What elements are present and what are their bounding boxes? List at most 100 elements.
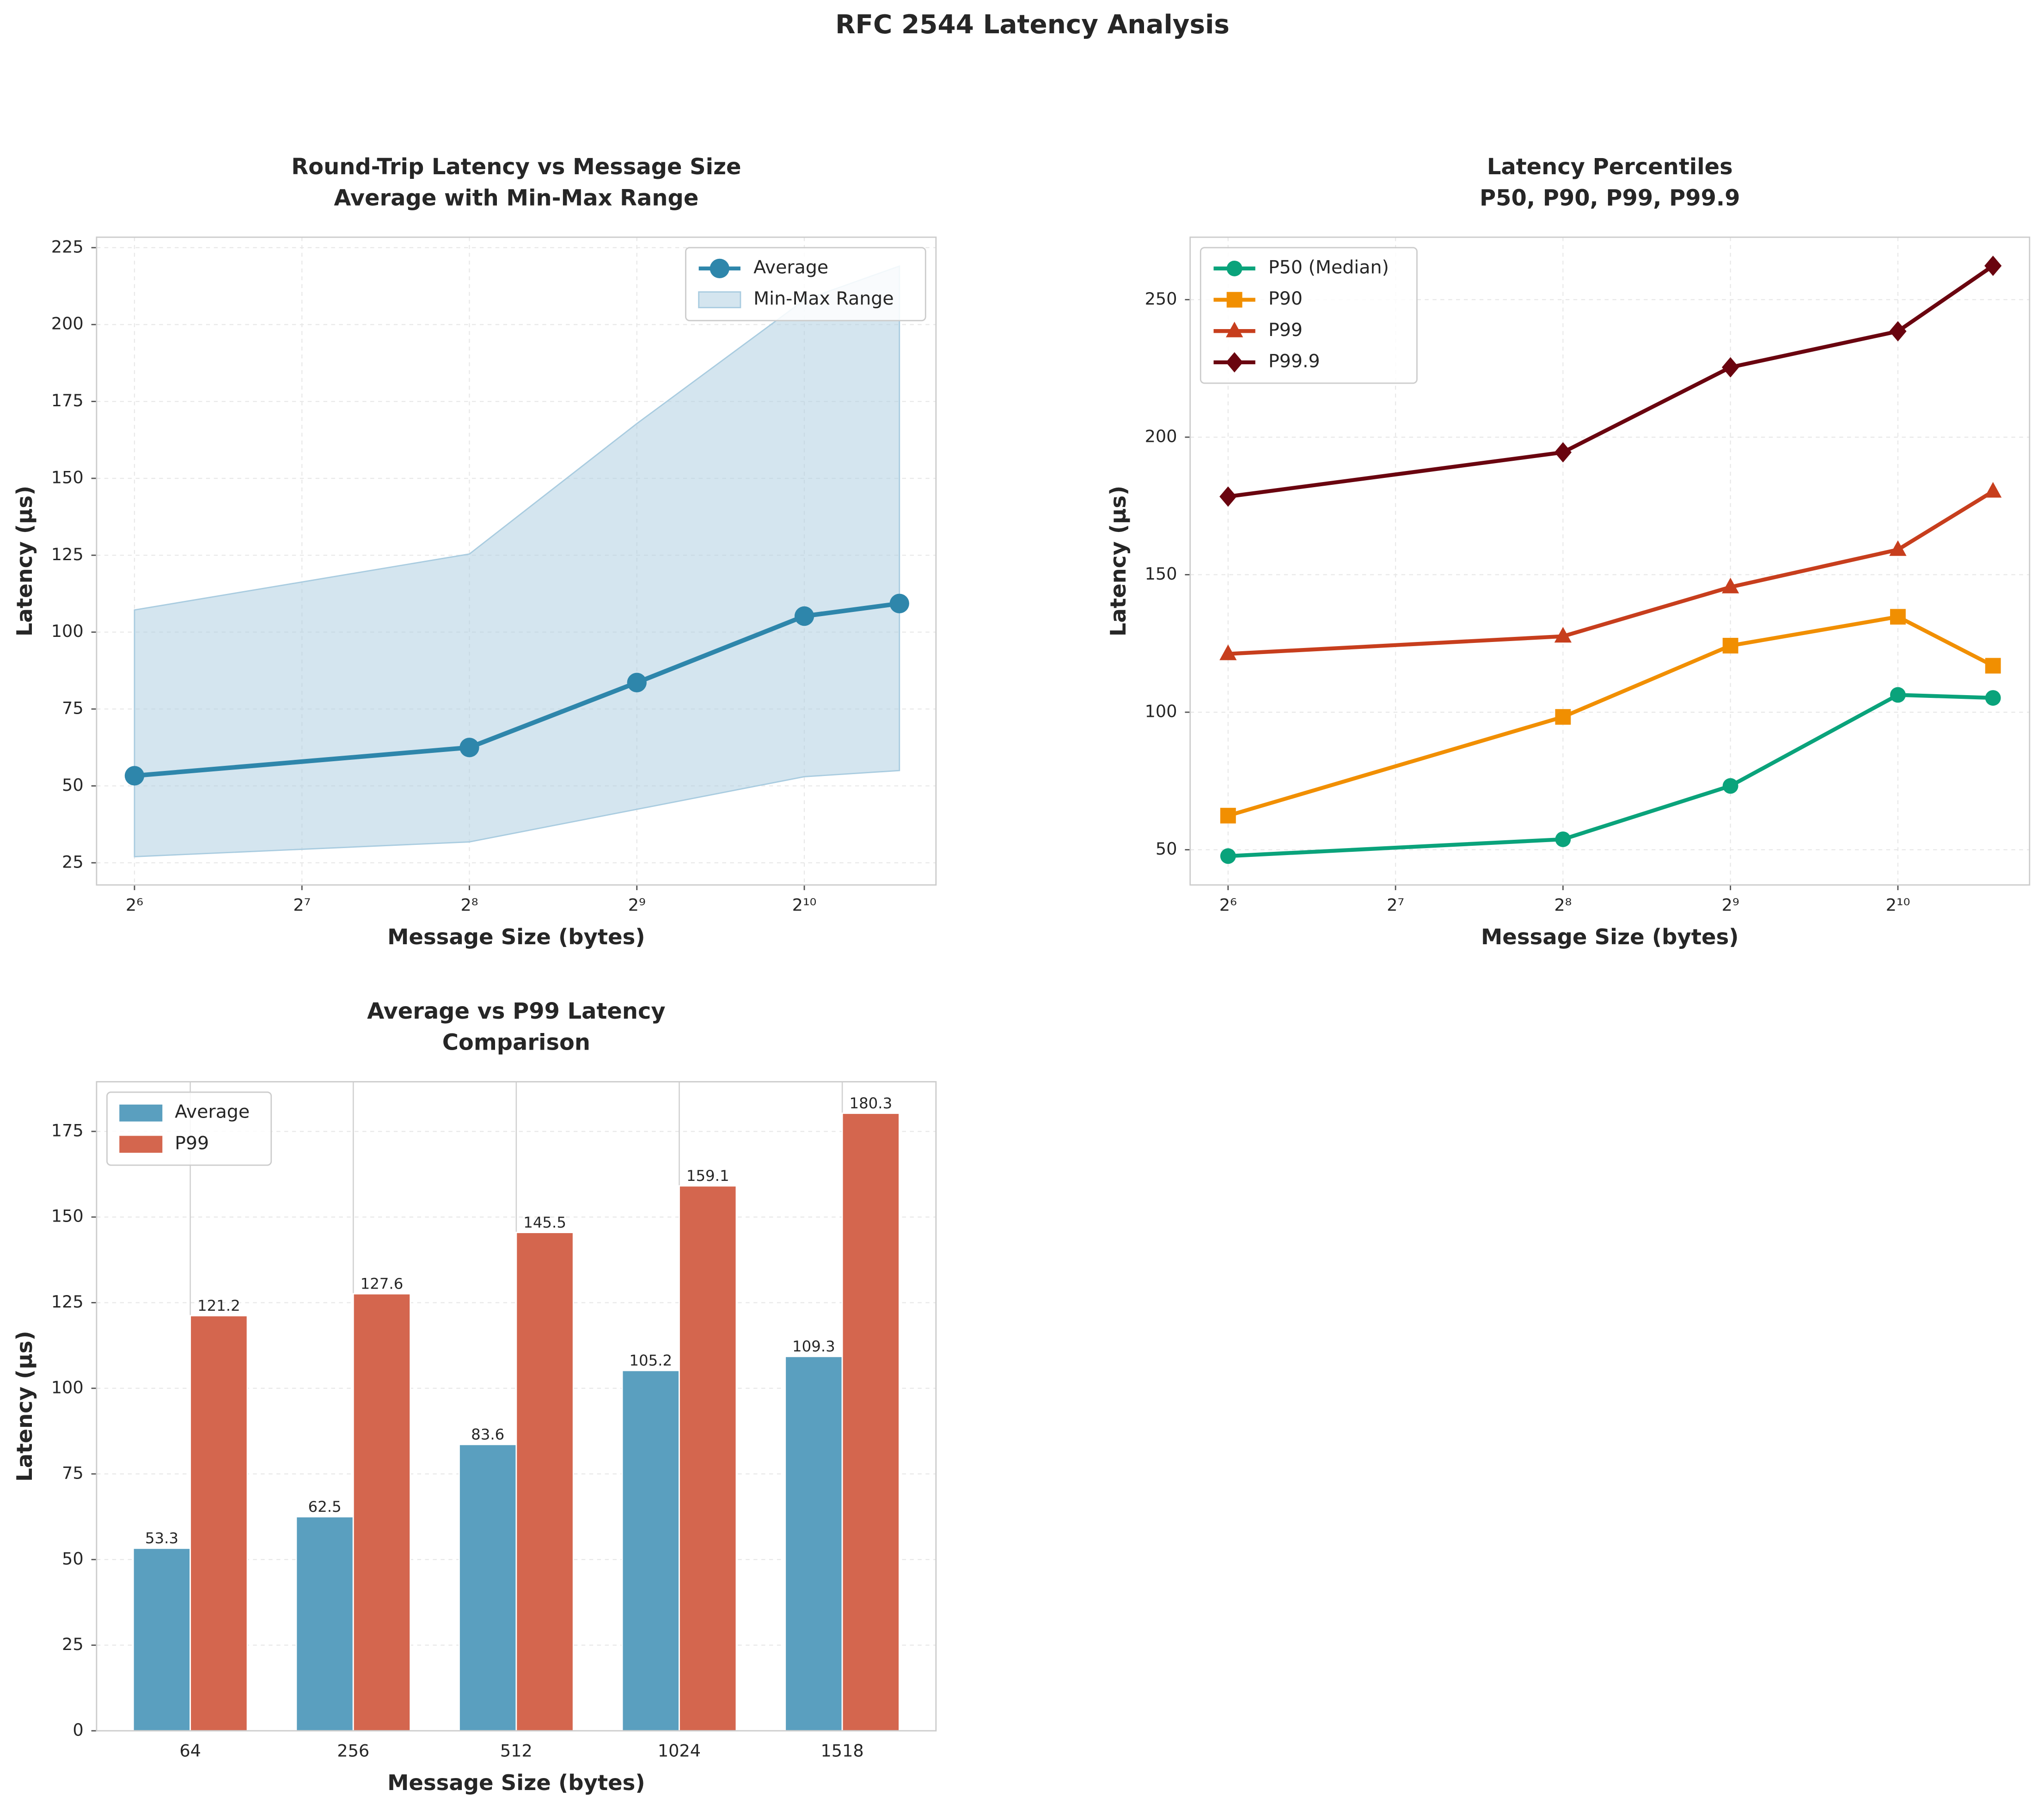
marker	[1220, 807, 1236, 824]
marker	[1226, 260, 1242, 276]
marker	[459, 738, 479, 758]
y-tick-label: 250	[1145, 289, 1177, 309]
y-tick-label: 200	[1145, 426, 1177, 446]
y-tick-label: 200	[51, 314, 84, 334]
marker	[1554, 442, 1572, 463]
x-axis-label: Message Size (bytes)	[387, 924, 645, 949]
bar	[621, 1369, 680, 1732]
x-tick-label: 2⁹	[628, 895, 646, 915]
marker	[1722, 357, 1739, 378]
y-tick-label: 25	[62, 1634, 84, 1654]
y-tick-label: 150	[51, 1206, 84, 1226]
x-tick-label: 2⁹	[1722, 895, 1739, 915]
legend-label: P99.9	[1268, 350, 1320, 372]
y-axis-label: Latency (µs)	[1106, 486, 1131, 636]
marker	[1722, 638, 1738, 654]
legend-label: Average	[175, 1101, 250, 1123]
marker	[794, 606, 814, 626]
marker	[1555, 709, 1571, 725]
x-tick-label: 2¹⁰	[1886, 895, 1910, 915]
x-tick-label: 256	[337, 1741, 369, 1760]
marker	[1555, 831, 1571, 847]
y-tick-label: 150	[51, 467, 84, 487]
y-axis-label: Latency (µs)	[12, 486, 37, 636]
legend-label: P99	[175, 1132, 209, 1154]
x-axis-label: Message Size (bytes)	[1481, 924, 1739, 949]
x-tick-label: 2⁸	[460, 895, 478, 915]
legend-label: P90	[1268, 288, 1303, 309]
y-axis-label: Latency (µs)	[12, 1331, 37, 1481]
marker	[1985, 658, 2001, 674]
x-axis-label: Message Size (bytes)	[387, 1770, 645, 1795]
x-tick-label: 512	[500, 1741, 532, 1760]
legend-swatch	[119, 1104, 163, 1122]
marker	[1722, 577, 1739, 593]
chart-title: Average with Min-Max Range	[334, 185, 698, 211]
legend-label: Min-Max Range	[753, 288, 894, 309]
x-tick-label: 1518	[821, 1741, 864, 1760]
y-tick-label: 50	[1156, 839, 1177, 859]
chart-title: Latency Percentiles	[1487, 154, 1733, 180]
marker	[1226, 352, 1243, 373]
chart-title: Round-Trip Latency vs Message Size	[291, 154, 741, 180]
bar	[352, 1293, 411, 1732]
value-label: 105.2	[629, 1351, 672, 1369]
marker	[1722, 778, 1738, 794]
y-tick-label: 100	[51, 1377, 84, 1397]
value-label: 145.5	[523, 1214, 566, 1231]
plot-frame	[96, 236, 937, 886]
plot-frame	[96, 1081, 937, 1732]
x-tick-label: 2⁸	[1554, 895, 1572, 915]
y-tick-label: 125	[51, 1292, 84, 1312]
marker	[1219, 486, 1237, 507]
chart-title: P50, P90, P99, P99.9	[1480, 185, 1740, 211]
value-label: 109.3	[792, 1338, 835, 1355]
bar	[841, 1112, 900, 1732]
range-area	[134, 265, 900, 857]
y-tick-label: 125	[51, 544, 84, 564]
bar	[295, 1516, 354, 1732]
marker	[1984, 482, 2002, 498]
x-tick-label: 2⁶	[1219, 895, 1237, 915]
legend-label: Average	[753, 257, 828, 278]
marker	[1226, 321, 1243, 337]
value-label: 62.5	[308, 1498, 341, 1516]
y-tick-label: 75	[62, 1463, 84, 1483]
value-label: 127.6	[361, 1275, 404, 1292]
value-label: 159.1	[686, 1167, 729, 1185]
marker	[1985, 690, 2001, 706]
marker	[1889, 321, 1907, 342]
marker	[1890, 609, 1906, 625]
figure-title: RFC 2544 Latency Analysis	[835, 10, 1230, 40]
marker	[1226, 292, 1242, 308]
y-tick-label: 225	[51, 237, 84, 257]
legend-label: P50 (Median)	[1268, 257, 1389, 278]
y-tick-label: 0	[73, 1720, 83, 1740]
x-tick-label: 2⁶	[126, 895, 143, 915]
bar	[515, 1232, 574, 1732]
y-tick-label: 175	[51, 1120, 84, 1140]
y-tick-label: 50	[62, 1549, 84, 1569]
plot-frame	[1189, 236, 2031, 886]
bar	[459, 1443, 517, 1732]
marker	[124, 766, 145, 786]
y-tick-label: 25	[62, 852, 84, 872]
x-tick-label: 1024	[658, 1741, 701, 1760]
marker	[710, 258, 729, 279]
chart-title: Average vs P99 Latency	[367, 999, 666, 1024]
y-tick-label: 50	[62, 775, 84, 795]
chart-title: Comparison	[442, 1030, 590, 1056]
value-label: 53.3	[145, 1529, 178, 1547]
value-label: 83.6	[471, 1426, 504, 1443]
y-tick-label: 150	[1145, 564, 1177, 584]
marker	[627, 672, 647, 692]
bar	[679, 1185, 737, 1732]
marker	[1984, 256, 2002, 276]
y-tick-label: 75	[62, 698, 84, 718]
legend-swatch	[698, 291, 741, 308]
marker	[1890, 687, 1906, 703]
marker	[889, 593, 909, 613]
legend-label: P99	[1268, 319, 1303, 341]
